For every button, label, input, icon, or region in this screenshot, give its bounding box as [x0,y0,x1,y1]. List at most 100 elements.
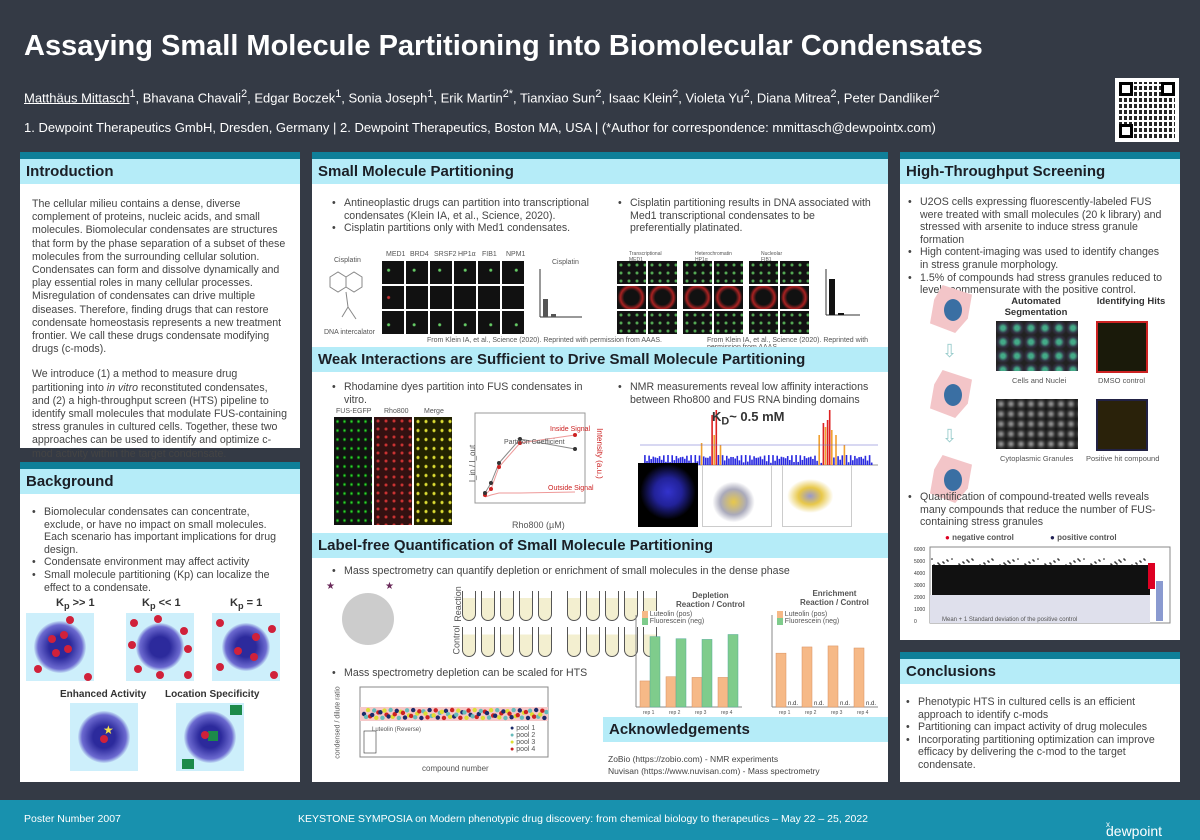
author: Bhavana Chavali [142,90,242,106]
data-point [486,715,492,720]
data-point [1110,563,1112,565]
microscopy-tile [683,311,712,334]
data-point [1069,562,1071,564]
data-point [1131,564,1133,566]
enhanced-activity-diagram: ★ [70,703,138,771]
data-point [1111,564,1113,566]
nmr-bar [864,455,867,465]
tube [567,627,581,657]
column-label: Transcriptional MED1 [629,251,662,263]
author-sup: 2 [830,88,837,100]
data-point [1099,560,1101,562]
tube [586,591,600,621]
data-point [503,715,508,721]
image-label: Rho800 [384,408,409,415]
data-point [1065,564,1067,566]
data-point [974,565,976,567]
data-point [1144,559,1146,561]
nmr-bar [709,456,711,465]
qr-finder [1119,82,1133,96]
data-point [1032,559,1034,561]
nmr-bar [793,462,795,465]
data-point [1123,558,1125,560]
data-point [971,558,973,560]
image-caption: Positive hit compound [1086,454,1160,463]
qr-finder [1119,124,1133,138]
text: We introduce (1) a method to measure dru… [32,368,238,394]
bullet: Biomolecular condensates can concentrate… [30,506,290,556]
rho800-image [374,417,412,525]
nmr-bar [799,455,802,465]
data-point [991,558,993,560]
microscopy-tile [430,311,452,334]
nmr-bar [667,455,669,465]
microscopy-tile [617,286,646,309]
zobio-link[interactable]: https://zobio.com [635,754,700,764]
bar [701,639,713,708]
nmr-bar [784,458,787,465]
nmr-bar [782,457,785,465]
nd-label: n.d. [814,701,824,707]
nmr-bar [658,456,661,465]
introduction-panel: Introduction The cellular milieu contain… [20,152,300,460]
tick-label: rep 3 [831,710,843,715]
data-point [1119,560,1121,562]
nuvisan-link[interactable]: https://www.nuvisan.com [643,766,738,776]
cells-nuclei-image [996,321,1078,371]
data-point [480,715,486,721]
image-caption: Cells and Nuclei [1012,376,1067,385]
author: Sonia Joseph [348,90,428,106]
image-caption: DMSO control [1098,376,1146,385]
data-point [959,564,961,566]
data-point [1091,564,1093,566]
data-point [394,708,399,714]
data-point [933,564,935,566]
merge-image [414,417,452,525]
tick-label: 4000 [914,571,925,577]
data-point [931,558,933,560]
nd-label: n.d. [788,701,798,707]
data-point [1003,562,1005,564]
bullet: NMR measurements reveal low affinity int… [616,381,886,406]
data-point [404,708,410,713]
data-point [1012,559,1014,561]
qr-code[interactable] [1115,78,1179,142]
data-point [1004,563,1006,565]
data-point [1143,558,1145,560]
conclusions-panel: Conclusions Phenotypic HTS in cultured c… [900,652,1180,782]
nmr-bar [673,460,676,465]
data-point [400,710,406,716]
nmr-shift-plot [782,465,852,527]
data-point [413,715,418,720]
data-point [1077,558,1079,560]
data-point [1136,563,1138,565]
scatter-legend: ● pool 1 ● pool 2 ● pool 3 ● pool 4 [510,725,536,753]
bullet: Rhodamine dyes partition into FUS conden… [330,381,600,406]
data-point [951,558,953,560]
nmr-bar [818,435,820,465]
tick-label: 1000 [914,607,925,613]
nmr-bar [656,458,659,465]
data-point [1053,560,1055,562]
data-point [538,712,543,717]
tube [605,591,619,621]
microscopy-tile [382,261,404,284]
tick-label: 6000 [914,547,925,553]
data-point [408,713,414,719]
legend-positive: ● positive control [1050,533,1117,542]
data-point [478,708,484,714]
data-point [1025,564,1027,566]
data-point [1135,562,1137,564]
nmr-bar [772,455,774,465]
data-point [943,562,945,564]
tube [538,591,552,621]
nmr-bar [847,462,850,465]
nmr-bar-chart [640,410,878,466]
nmr-bar [698,455,701,465]
data-point [1086,565,1088,567]
row-label: Control [451,625,462,655]
data-point [542,715,547,721]
data-point [515,712,520,718]
nmr-bar [854,455,856,465]
data-point [1140,561,1142,563]
